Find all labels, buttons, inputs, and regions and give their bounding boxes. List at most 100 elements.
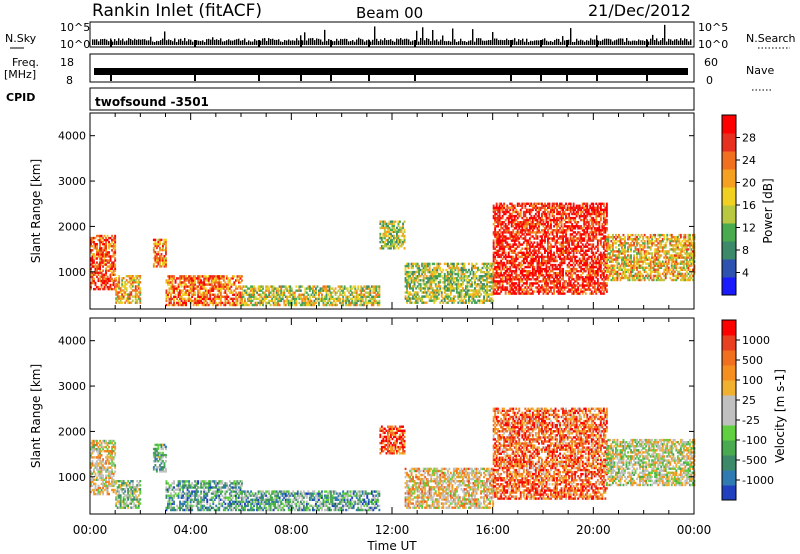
data-cell	[547, 237, 549, 240]
data-cell	[565, 255, 567, 259]
data-cell	[510, 259, 513, 263]
data-cell	[474, 279, 476, 282]
data-cell	[434, 279, 437, 282]
data-cell	[531, 270, 534, 273]
data-cell	[569, 227, 572, 230]
data-cell	[348, 299, 351, 303]
nsky-bar	[230, 40, 232, 45]
data-cell	[518, 288, 521, 291]
data-cell	[518, 243, 521, 246]
nsky-dropout	[566, 40, 568, 47]
data-cell	[402, 234, 404, 238]
data-cell	[544, 249, 546, 252]
data-cell	[245, 289, 248, 292]
data-cell	[280, 287, 283, 290]
data-cell	[179, 275, 181, 278]
data-cell	[465, 275, 467, 278]
data-cell	[469, 270, 472, 274]
data-cell	[545, 263, 548, 267]
data-cell	[519, 235, 522, 238]
data-cell	[440, 275, 443, 278]
data-cell	[160, 265, 163, 268]
data-cell	[583, 255, 586, 259]
data-cell	[235, 297, 237, 301]
data-cell	[542, 255, 545, 259]
data-cell	[118, 295, 121, 298]
data-cell	[492, 270, 495, 274]
data-cell	[236, 297, 239, 301]
data-cell	[554, 206, 557, 210]
data-cell	[497, 267, 500, 271]
data-cell	[539, 245, 542, 248]
nsky-bar	[192, 41, 194, 45]
data-cell	[500, 202, 503, 205]
data-cell	[422, 287, 425, 290]
freq-tick-high: 18	[60, 56, 74, 69]
data-cell	[103, 275, 106, 279]
data-cell	[528, 274, 531, 277]
data-cell	[495, 216, 498, 220]
data-cell	[263, 293, 266, 296]
data-cell	[200, 285, 203, 288]
data-cell	[500, 290, 503, 293]
data-cell	[188, 293, 191, 296]
nsky-bar	[108, 41, 110, 45]
data-cell	[407, 291, 410, 294]
data-cell	[560, 257, 563, 261]
nsky-bar	[166, 40, 168, 45]
data-cell	[565, 270, 567, 273]
data-cell	[536, 214, 539, 218]
data-cell	[425, 285, 428, 288]
nsky-bar	[658, 41, 660, 45]
data-cell	[562, 241, 564, 244]
data-cell	[409, 285, 411, 288]
data-cell	[538, 255, 540, 259]
data-cell	[580, 276, 583, 279]
data-cell	[213, 295, 216, 298]
data-cell	[385, 243, 388, 246]
data-cell	[406, 301, 408, 304]
data-cell	[93, 261, 95, 264]
data-cell	[519, 249, 522, 252]
data-cell	[388, 232, 391, 236]
data-cell	[346, 299, 349, 303]
data-cell	[495, 274, 498, 277]
data-cell	[102, 243, 104, 246]
data-cell	[562, 270, 564, 273]
data-cell	[486, 275, 488, 278]
nsky-bar	[198, 40, 200, 45]
data-cell	[536, 206, 539, 210]
data-cell	[128, 285, 131, 288]
data-cell	[121, 279, 124, 282]
data-cell	[583, 259, 586, 263]
data-cell	[510, 214, 513, 218]
data-cell	[180, 285, 183, 288]
nsky-bar	[526, 38, 528, 45]
data-cell	[525, 247, 528, 250]
data-cell	[168, 291, 171, 294]
data-cell	[538, 259, 540, 263]
data-cell	[522, 253, 525, 256]
data-cell	[494, 229, 497, 232]
data-cell	[586, 278, 589, 281]
data-cell	[483, 279, 485, 282]
data-cell	[419, 279, 422, 282]
data-cell	[262, 301, 264, 305]
data-cell	[528, 210, 531, 214]
data-cell	[185, 303, 187, 307]
data-cell	[443, 281, 446, 284]
data-cell	[241, 303, 243, 307]
data-cell	[209, 283, 212, 286]
data-cell	[510, 249, 513, 252]
data-cell	[394, 236, 397, 240]
data-cell	[103, 243, 106, 246]
data-cell	[105, 267, 107, 270]
data-cell	[115, 299, 118, 302]
data-cell	[462, 299, 464, 302]
data-cell	[486, 299, 488, 302]
data-cell	[571, 276, 574, 279]
data-cell	[581, 239, 584, 242]
nsky-bar	[358, 37, 360, 45]
data-cell	[498, 255, 501, 259]
data-cell	[100, 238, 103, 242]
